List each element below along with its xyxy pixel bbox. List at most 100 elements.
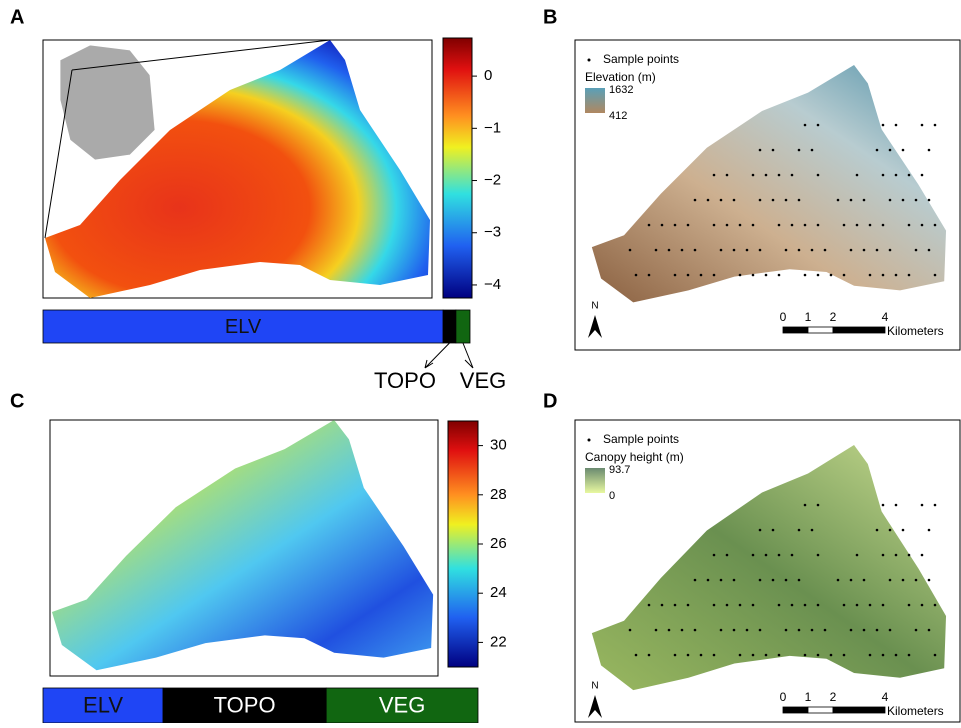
sample-point: [798, 199, 801, 202]
sample-point: [648, 654, 651, 657]
sample-point: [713, 554, 716, 557]
sample-point: [902, 149, 905, 152]
partition-label: TOPO: [214, 692, 276, 717]
legend-min: 412: [609, 110, 627, 122]
legend-point: [588, 439, 591, 442]
sample-point: [837, 199, 840, 202]
sample-point: [811, 529, 814, 532]
sample-point: [798, 529, 801, 532]
sample-point: [772, 199, 775, 202]
sample-point: [817, 124, 820, 127]
sample-point: [934, 504, 937, 507]
north-arrow: [588, 695, 602, 718]
sample-point: [759, 529, 762, 532]
sample-point: [765, 174, 768, 177]
sample-point: [863, 199, 866, 202]
sample-point: [902, 199, 905, 202]
sample-point: [778, 654, 781, 657]
sample-point: [759, 249, 762, 252]
sample-point: [713, 224, 716, 227]
legend-label: Sample points: [603, 432, 679, 446]
sample-point: [817, 654, 820, 657]
sample-point: [928, 579, 931, 582]
sample-point: [668, 249, 671, 252]
sample-point: [687, 654, 690, 657]
sample-point: [791, 554, 794, 557]
sample-point: [882, 274, 885, 277]
sample-point: [934, 654, 937, 657]
sample-point: [778, 274, 781, 277]
colorbar-label: 30: [490, 437, 507, 454]
sample-point: [720, 249, 723, 252]
sample-point: [778, 604, 781, 607]
legend-max: 1632: [609, 84, 633, 96]
scale-label: 2: [830, 690, 837, 704]
sample-point: [843, 274, 846, 277]
sample-point: [778, 554, 781, 557]
sample-point: [746, 629, 749, 632]
sample-point: [856, 224, 859, 227]
legend-ramp: [585, 468, 605, 493]
sample-point: [687, 274, 690, 277]
colorbar-label: 28: [490, 486, 507, 503]
sample-point: [902, 579, 905, 582]
sample-point: [895, 274, 898, 277]
sample-point: [635, 654, 638, 657]
sample-point: [785, 629, 788, 632]
map-c: [52, 420, 433, 670]
scale-unit: Kilometers: [887, 324, 944, 338]
sample-point: [824, 629, 827, 632]
sample-point: [668, 629, 671, 632]
sample-point: [882, 654, 885, 657]
sample-point: [791, 604, 794, 607]
sample-point: [752, 654, 755, 657]
sample-point: [908, 604, 911, 607]
sample-point: [869, 654, 872, 657]
sample-point: [817, 554, 820, 557]
sample-point: [856, 554, 859, 557]
sample-point: [876, 529, 879, 532]
colorbar-label: 26: [490, 535, 507, 552]
sample-point: [811, 249, 814, 252]
sample-point: [837, 579, 840, 582]
sample-point: [648, 224, 651, 227]
sample-point: [648, 604, 651, 607]
partition-segment: [443, 310, 456, 343]
sample-point: [778, 224, 781, 227]
sample-point: [928, 199, 931, 202]
sample-point: [863, 579, 866, 582]
sample-point: [869, 604, 872, 607]
sample-point: [850, 579, 853, 582]
map-d: [592, 445, 946, 690]
sample-point: [804, 124, 807, 127]
sample-point: [895, 124, 898, 127]
scale-bar: [833, 327, 885, 333]
colorbar-label: −2: [484, 171, 501, 188]
sample-point: [655, 249, 658, 252]
scale-bar: [808, 327, 833, 333]
scale-bar: [783, 327, 808, 333]
sample-point: [785, 579, 788, 582]
sample-point: [915, 579, 918, 582]
sample-point: [889, 149, 892, 152]
legend-ramp: [585, 88, 605, 113]
scale-label: 4: [882, 310, 889, 324]
sample-point: [863, 629, 866, 632]
legend-min: 0: [609, 490, 615, 502]
sample-point: [739, 604, 742, 607]
sample-point: [726, 554, 729, 557]
colorbar-label: 0: [484, 67, 492, 84]
sample-point: [843, 604, 846, 607]
sample-point: [713, 174, 716, 177]
sample-point: [850, 629, 853, 632]
partition-segment: [456, 310, 470, 343]
sample-point: [921, 124, 924, 127]
sample-point: [811, 149, 814, 152]
sample-point: [700, 274, 703, 277]
colorbar-label: −1: [484, 119, 501, 136]
sample-point: [765, 654, 768, 657]
colorbar: [443, 38, 472, 298]
sample-point: [707, 199, 710, 202]
sample-point: [856, 604, 859, 607]
legend-label: Sample points: [603, 52, 679, 66]
